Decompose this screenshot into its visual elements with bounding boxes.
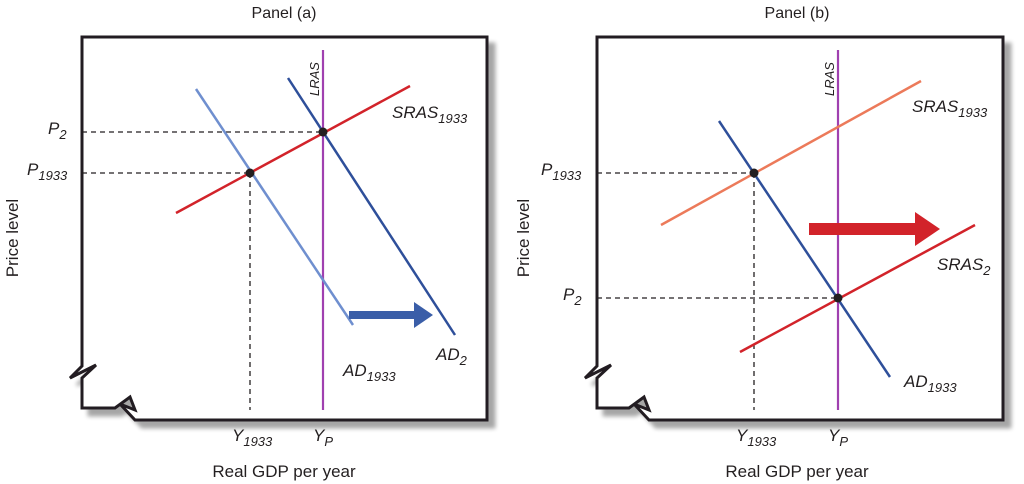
equilibrium-point-1933 — [245, 168, 255, 178]
yp-label: YP — [828, 426, 848, 449]
panel-b: Panel (b) LRAS SRAS1933 SRAS2 AD1933 P19… — [514, 5, 1005, 481]
equilibrium-point-2 — [833, 293, 843, 303]
panel-b-title: Panel (b) — [765, 5, 830, 22]
equilibrium-point-1933 — [749, 168, 759, 178]
y1933-label: Y1933 — [232, 426, 273, 449]
panel-a-ylabel: Price level — [3, 199, 22, 277]
sras-2-label: SRAS2 — [937, 255, 991, 278]
sras-shift-arrow — [809, 212, 940, 246]
ad-1933-label: AD1933 — [903, 372, 957, 395]
sras-2-line — [739, 223, 976, 354]
equilibrium-point-2 — [318, 127, 328, 137]
yp-label: YP — [313, 426, 333, 449]
sras-1933-label: SRAS1933 — [912, 97, 988, 120]
sras-1933-line — [175, 84, 411, 215]
panel-b-ylabel: Price level — [514, 199, 533, 277]
sras-label: SRAS1933 — [392, 103, 468, 126]
panel-a-title: Panel (a) — [252, 5, 317, 22]
panel-a-guides — [82, 131, 323, 410]
p1933-label: P1933 — [541, 160, 582, 183]
sras-1933-line — [660, 79, 922, 227]
panel-b-guides — [597, 172, 838, 410]
panel-a: Panel (a) LRAS SRAS1933 AD1933 AD2 P2 P1… — [3, 5, 489, 481]
ad-1933-line — [194, 88, 355, 326]
p2-label: P2 — [48, 119, 67, 142]
p2-label: P2 — [563, 285, 582, 308]
p1933-label: P1933 — [27, 160, 68, 183]
ad-shift-arrow — [349, 302, 433, 328]
ad-1933-line — [717, 120, 892, 378]
y1933-label: Y1933 — [736, 426, 777, 449]
panel-a-frame — [68, 35, 489, 422]
lras-label: LRAS — [822, 62, 837, 96]
lras-label: LRAS — [307, 62, 322, 96]
panel-b-xlabel: Real GDP per year — [725, 462, 869, 481]
ad-2-line — [286, 77, 457, 336]
panel-b-frame — [583, 35, 1005, 422]
panel-a-xlabel: Real GDP per year — [212, 462, 356, 481]
ad-1933-label: AD1933 — [342, 361, 396, 384]
ad-2-label: AD2 — [435, 345, 468, 368]
